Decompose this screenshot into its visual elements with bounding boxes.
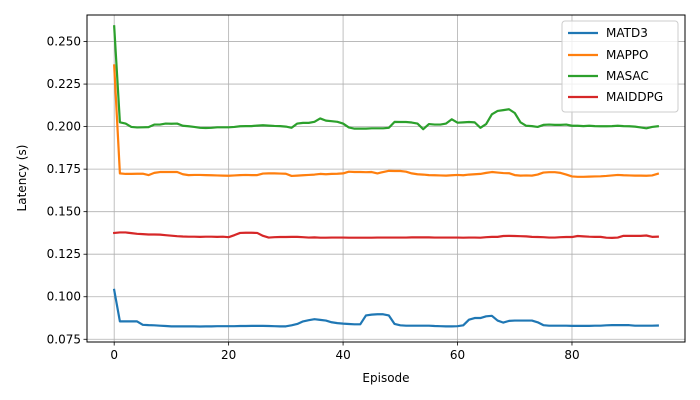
series-line-matd3: [112, 288, 659, 328]
y-tick-label: 0.100: [47, 290, 81, 304]
x-tick-label: 40: [335, 348, 350, 362]
legend-label-matd3: MATD3: [606, 26, 648, 40]
x-tick-label: 80: [564, 348, 579, 362]
y-tick-label: 0.075: [47, 332, 81, 346]
y-tick-label: 0.225: [47, 77, 81, 91]
legend-label-mappo: MAPPO: [606, 48, 648, 62]
y-tick-label: 0.250: [47, 35, 81, 49]
legend-label-masac: MASAC: [606, 69, 649, 83]
series-line-masac: [113, 25, 660, 131]
x-tick-label: 0: [110, 348, 118, 362]
series-lines: [112, 25, 660, 328]
y-axis-label: Latency (s): [15, 145, 29, 212]
series-line-maiddpg: [112, 231, 659, 239]
legend-frame: [561, 20, 679, 113]
plot-frame: [86, 14, 686, 343]
y-tick-label: 0.200: [47, 120, 81, 134]
y-tick-label: 0.175: [47, 162, 81, 176]
x-axis-label: Episode: [362, 371, 409, 385]
y-tick-label: 0.150: [47, 205, 81, 219]
legend-label-maiddpg: MAIDDPG: [606, 90, 663, 104]
x-tick-label: 20: [221, 348, 236, 362]
series-line-mappo: [113, 64, 660, 178]
y-tick-label: 0.125: [47, 247, 81, 261]
y-axis-ticks: 0.075 0.100 0.125 0.150 0.175 0.200 0.225 0.250: [47, 35, 87, 346]
x-tick-label: 60: [450, 348, 465, 362]
x-axis-ticks: 0 20 40 60 80: [110, 342, 580, 362]
legend: MATD3 MAPPO MASAC MAIDDPG: [561, 20, 679, 113]
